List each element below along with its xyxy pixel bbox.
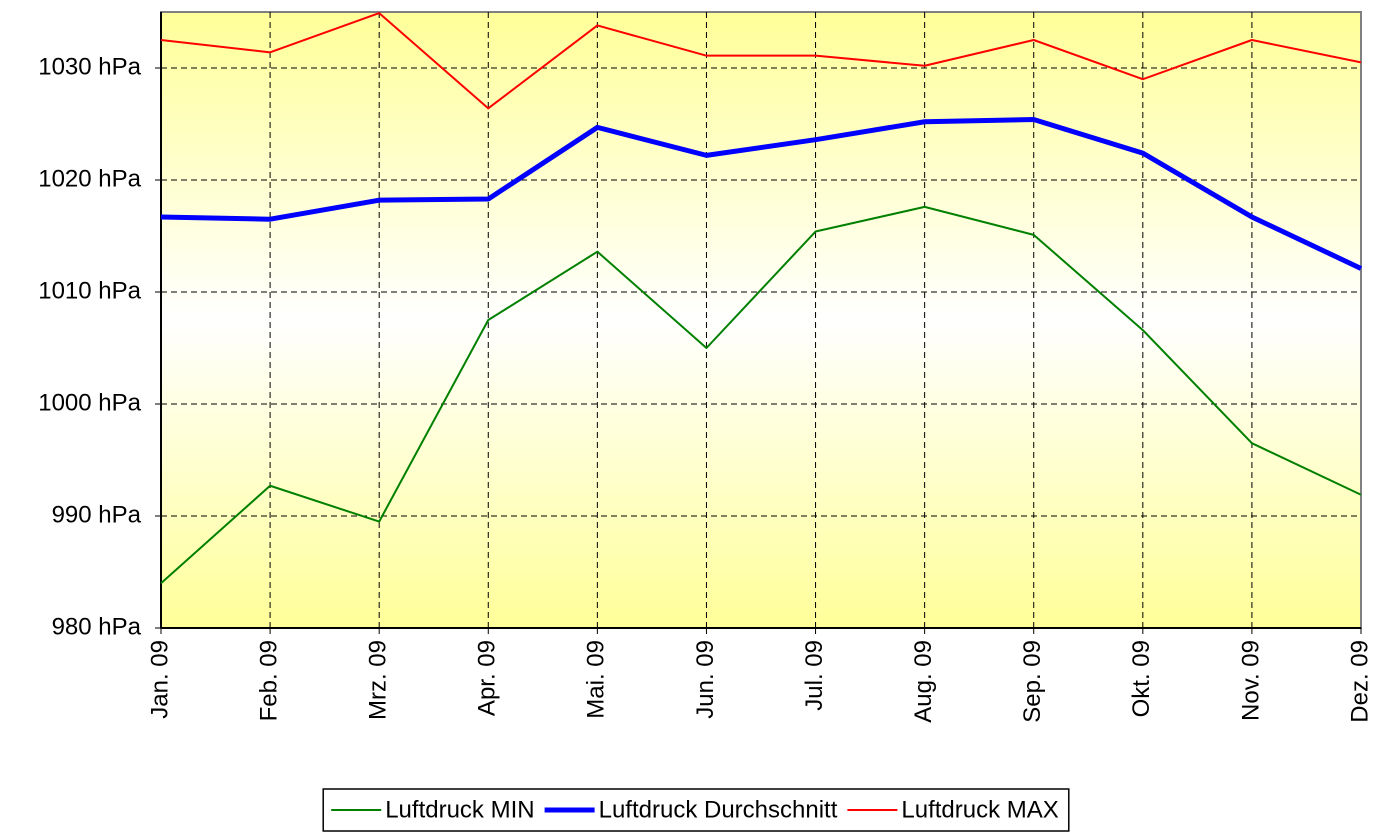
y-tick-label: 1000 hPa: [38, 389, 141, 416]
x-tick-label: Aug. 09: [910, 640, 937, 723]
y-tick-label: 1020 hPa: [38, 165, 141, 192]
x-tick-label: Jul. 09: [801, 640, 828, 711]
x-tick-label: Jan. 09: [146, 640, 173, 719]
legend-label: Luftdruck Durchschnitt: [599, 796, 838, 823]
x-tick-label: Nov. 09: [1237, 640, 1264, 721]
y-tick-label: 1030 hPa: [38, 53, 141, 80]
series-line: [160, 12, 1362, 110]
y-tick-label: 980 hPa: [52, 613, 142, 640]
x-tick-label: Jun. 09: [692, 640, 719, 719]
x-tick-label: Feb. 09: [255, 640, 282, 721]
plot-area: [160, 11, 1362, 629]
x-tick-label: Sep. 09: [1019, 640, 1046, 723]
x-tick-label: Mai. 09: [583, 640, 610, 719]
legend-label: Luftdruck MIN: [385, 796, 534, 823]
x-tick-label: Apr. 09: [474, 640, 501, 716]
x-tick-label: Okt. 09: [1128, 640, 1155, 717]
y-tick-label: 990 hPa: [52, 501, 142, 528]
legend-label: Luftdruck MAX: [901, 796, 1058, 823]
x-tick-label: Mrz. 09: [365, 640, 392, 720]
series-line: [160, 205, 1362, 584]
x-tick-label: Dez. 09: [1346, 640, 1373, 723]
legend-box: [322, 788, 1070, 832]
series-line: [160, 117, 1363, 271]
y-tick-label: 1010 hPa: [38, 277, 141, 304]
legend: Luftdruck MIN Luftdruck Durchschnitt Luftd…: [322, 788, 1070, 832]
